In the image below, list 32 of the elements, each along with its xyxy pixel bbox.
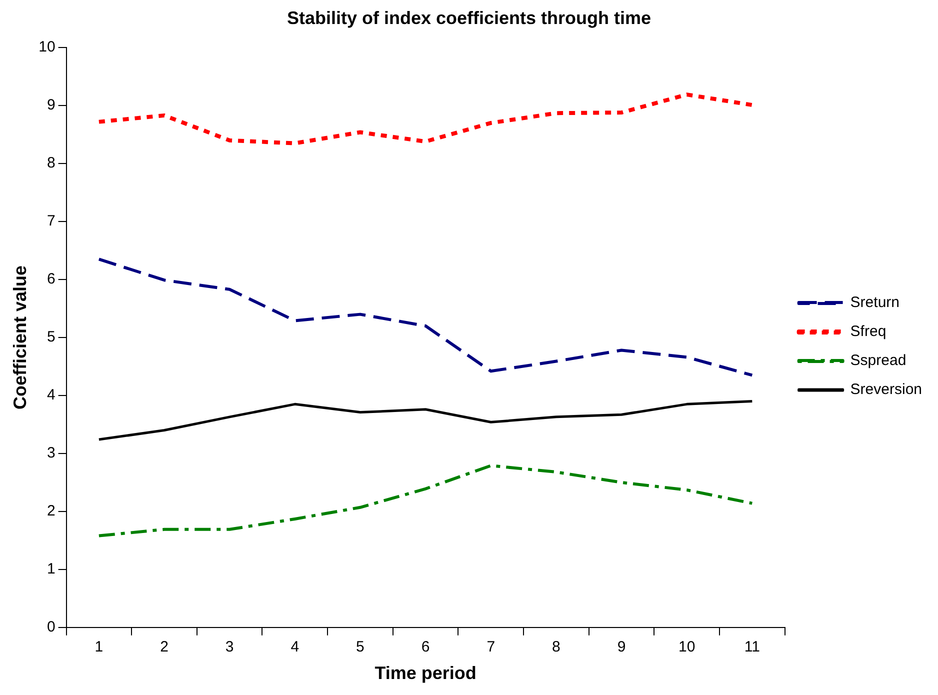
legend-label: Sreversion (850, 381, 922, 398)
x-tick-label: 8 (552, 638, 560, 656)
x-tick-label: 6 (421, 638, 430, 656)
legend-label: Sreturn (850, 294, 900, 312)
y-tick-label: 0 (46, 618, 56, 636)
y-tick-label: 9 (46, 96, 56, 114)
y-tick-label: 1 (46, 560, 56, 578)
x-tick-label: 3 (225, 638, 234, 656)
x-tick-label: 7 (486, 638, 496, 656)
x-tick-label: 5 (356, 638, 364, 656)
x-tick-label: 1 (94, 638, 104, 656)
line-series (97, 464, 754, 538)
y-tick-label: 8 (46, 154, 56, 172)
chart-title: Stability of index coefficients through time (286, 8, 652, 28)
y-tick-label: 7 (46, 212, 56, 230)
legend-label: Sspread (850, 352, 906, 370)
x-tick-label: 9 (617, 638, 626, 656)
y-tick-label: 6 (46, 270, 56, 288)
x-axis-title: Time period (374, 663, 476, 684)
y-axis-title: Coefficient value (10, 265, 30, 410)
x-tick-label: 10 (678, 638, 696, 656)
y-tick-label: 10 (38, 38, 56, 56)
x-tick-label: 11 (744, 638, 760, 656)
y-tick-label: 3 (46, 444, 56, 462)
x-tick-label: 2 (160, 638, 168, 656)
line-series (96, 92, 754, 146)
y-tick-label: 4 (46, 386, 56, 404)
x-tick-label: 4 (290, 638, 300, 656)
legend-label: Sfreq (850, 323, 886, 340)
y-tick-label: 2 (46, 502, 56, 520)
line-series (97, 258, 754, 377)
y-tick-label: 5 (46, 328, 56, 346)
